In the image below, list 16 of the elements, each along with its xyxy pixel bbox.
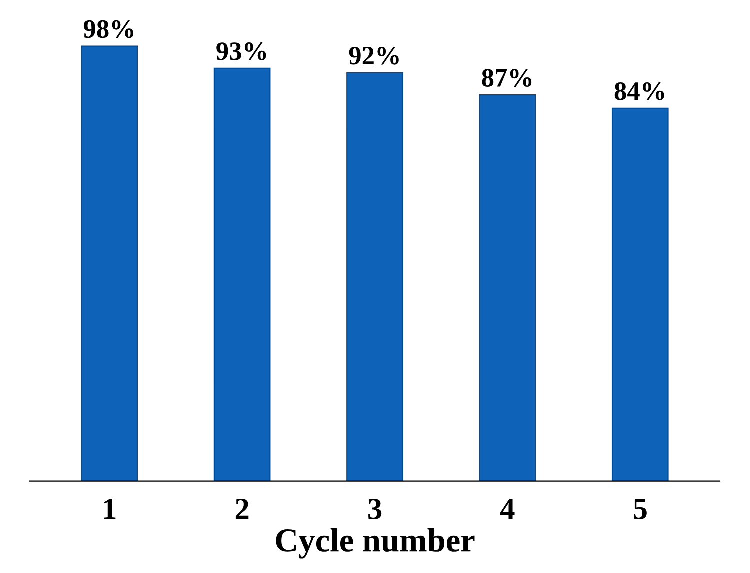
x-tick-label: 5: [634, 499, 647, 520]
bar: [81, 46, 138, 482]
data-label: 87%: [482, 69, 532, 88]
bar: [612, 108, 669, 482]
bar: [346, 72, 404, 482]
x-tick-label: 1: [104, 499, 116, 520]
bar: [214, 68, 271, 482]
data-label: 84%: [614, 82, 664, 100]
bar: [479, 94, 536, 482]
data-label: 98%: [84, 20, 134, 38]
data-label: 92%: [349, 46, 399, 65]
x-tick-label: 4: [500, 499, 515, 520]
x-tick-label: 3: [368, 498, 382, 520]
x-tick-label: 2: [236, 498, 249, 520]
data-label: 93%: [216, 42, 266, 60]
x-axis-title: Cycle number: [276, 528, 475, 559]
